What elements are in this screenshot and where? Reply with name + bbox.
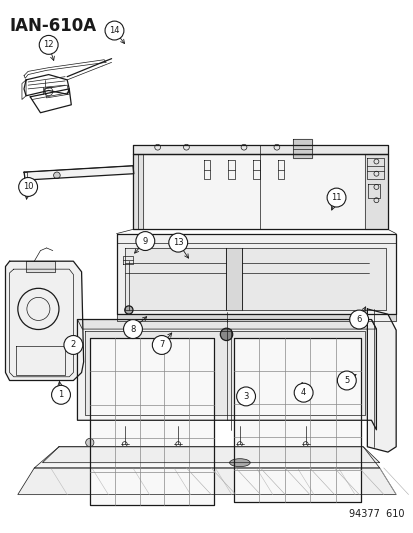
Text: 2: 2 [71,341,76,350]
Polygon shape [85,331,364,415]
Circle shape [52,385,70,404]
Ellipse shape [229,459,249,467]
Text: 5: 5 [343,376,349,385]
Polygon shape [124,248,225,310]
Text: 4: 4 [300,388,306,397]
Circle shape [169,233,187,252]
Polygon shape [5,261,83,381]
Text: 1: 1 [58,390,64,399]
Text: 8: 8 [130,325,135,334]
Polygon shape [233,338,360,503]
Polygon shape [116,233,395,314]
Text: 3: 3 [243,392,248,401]
Circle shape [326,188,345,207]
Polygon shape [293,139,311,158]
Text: 11: 11 [330,193,341,202]
Polygon shape [34,447,379,468]
Circle shape [19,177,38,197]
Polygon shape [77,319,375,329]
Circle shape [220,328,232,341]
Polygon shape [90,338,214,505]
Circle shape [349,310,368,329]
Text: 7: 7 [159,341,164,350]
Text: 6: 6 [356,315,361,324]
Circle shape [64,335,83,354]
Text: IAN-610A: IAN-610A [9,17,96,35]
Circle shape [105,21,123,40]
Circle shape [124,306,133,314]
Circle shape [123,320,142,338]
Polygon shape [77,319,375,430]
Text: 12: 12 [43,41,54,50]
Polygon shape [366,309,395,452]
Polygon shape [26,261,55,272]
Circle shape [236,387,255,406]
Text: 9: 9 [142,237,147,246]
Text: 14: 14 [109,26,119,35]
Polygon shape [43,447,379,463]
Circle shape [152,335,171,354]
Polygon shape [133,154,387,229]
Polygon shape [364,154,387,229]
Circle shape [54,172,60,179]
Polygon shape [225,248,241,310]
Text: 94377  610: 94377 610 [348,508,404,519]
Text: 13: 13 [173,238,183,247]
Circle shape [337,371,356,390]
Circle shape [39,35,58,54]
Text: 10: 10 [23,182,33,191]
Polygon shape [133,154,143,229]
Circle shape [135,232,154,251]
Polygon shape [133,144,387,154]
Circle shape [85,439,94,447]
Circle shape [294,383,312,402]
Polygon shape [241,248,385,310]
Polygon shape [116,314,395,320]
Polygon shape [24,166,133,180]
Bar [24,172,27,180]
Polygon shape [18,468,395,495]
